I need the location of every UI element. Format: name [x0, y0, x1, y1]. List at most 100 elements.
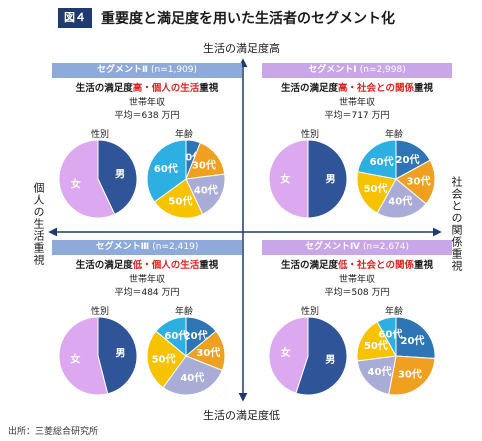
segment-name: セグメントⅠ	[308, 65, 357, 75]
segment-title-bar: セグメントⅠ (n=2,998)	[262, 63, 452, 78]
age-pie-label: 年齢	[174, 130, 193, 140]
axis-right-label: 社会との関係重視	[450, 176, 463, 272]
income-label: 世帯年収	[338, 275, 375, 285]
age-slice-4	[146, 139, 187, 203]
age-slice-1	[395, 159, 436, 205]
focus-suffix: 重視	[199, 260, 219, 271]
age-slice-4	[357, 139, 397, 180]
age-slice-label-2: 40代	[194, 183, 218, 196]
segment-quadrant: セグメントⅠ (n=2,998) 生活の満足度高・社会との関係重視世帯年収平均＝7…	[262, 63, 452, 241]
income-average: 平均＝638 万円	[114, 111, 180, 121]
segment-sample-size: (n=1,909)	[151, 65, 198, 75]
age-slice-2	[376, 178, 427, 219]
age-slice-label-0: 20代	[184, 329, 208, 342]
income-label: 世帯年収	[128, 98, 165, 108]
gender-slice-0	[295, 316, 348, 396]
gender-pie-label: 性別	[300, 130, 319, 140]
income-average: 平均＝508 万円	[324, 288, 390, 298]
age-slice-label-3: 50代	[364, 182, 388, 195]
gender-slice-1	[58, 139, 116, 219]
segment-focus-text: 生活の満足度低・社会との関係重視	[262, 257, 452, 271]
focus-highlight: 低・個人の生活	[132, 260, 200, 271]
segment-title-bar: セグメントⅡ (n=1,909)	[52, 63, 242, 78]
gender-slice-1	[268, 139, 309, 219]
focus-suffix: 重視	[413, 260, 433, 271]
age-slice-label-1: 30代	[398, 367, 422, 380]
focus-prefix: 生活の満足度	[75, 83, 133, 94]
focus-suffix: 重視	[199, 83, 219, 94]
age-slice-label-3: 50代	[364, 339, 388, 352]
gender-pie-label: 性別	[90, 130, 109, 140]
age-slice-3	[153, 178, 204, 219]
age-slice-label-1: 30代	[196, 346, 220, 359]
gender-slice-label-0: 男	[325, 354, 335, 366]
age-slice-label-4: 60代	[154, 162, 178, 175]
axis-top-label: 生活の満足度高	[203, 42, 280, 55]
segment-sample-size: (n=2,419)	[152, 242, 199, 252]
segment-sample-size: (n=2,674)	[362, 242, 410, 252]
age-slice-3	[356, 321, 397, 362]
age-slice-1	[185, 142, 226, 180]
gender-slice-1	[268, 316, 309, 394]
age-slice-label-3: 50代	[152, 352, 176, 365]
age-slice-3	[146, 330, 187, 389]
age-slice-3	[356, 171, 397, 214]
gender-slice-0	[307, 139, 348, 219]
age-pie-label: 年齢	[384, 130, 403, 140]
focus-highlight: 高・個人の生活	[132, 83, 200, 94]
focus-prefix: 生活の満足度	[75, 260, 133, 271]
income-average: 平均＝484 万円	[114, 288, 180, 298]
figure-badge: 図４	[58, 8, 92, 28]
axis-left-label: 個人の生活重視	[32, 182, 45, 266]
age-slice-label-4: 60代	[164, 329, 188, 342]
segment-title-bar: セグメントⅢ (n=2,419)	[52, 240, 242, 255]
focus-highlight: 高・社会との関係	[338, 83, 414, 94]
gender-pie: 男女	[268, 139, 348, 219]
gender-slice-0	[97, 139, 138, 215]
age-slice-label-3: 50代	[168, 194, 192, 207]
income-label: 世帯年収	[338, 98, 375, 108]
age-slice-label-1: 30代	[192, 159, 216, 172]
gender-pie: 男女	[58, 139, 138, 219]
age-slice-2	[185, 173, 226, 215]
segment-quadrant: セグメントⅣ (n=2,674) 生活の満足度低・社会との関係重視世帯年収平均＝5…	[262, 240, 452, 418]
focus-suffix: 重視	[413, 83, 433, 94]
segment-focus-text: 生活の満足度高・社会との関係重視	[262, 80, 452, 94]
segment-quadrant: セグメントⅢ (n=2,419) 生活の満足度低・個人の生活重視 世帯年収 平均＝48…	[52, 240, 242, 418]
age-slice-2	[356, 355, 397, 395]
age-slice-4	[376, 316, 397, 357]
gender-pie: 男女	[268, 316, 348, 396]
focus-prefix: 生活の満足度	[281, 83, 339, 94]
gender-pie-label: 性別	[90, 307, 109, 317]
gender-slice-label-1: 女	[281, 346, 291, 359]
gender-slice-label-1: 女	[71, 177, 81, 190]
axis-bottom-label: 生活の満足度低	[203, 409, 280, 422]
age-slice-label-2: 40代	[368, 365, 392, 378]
segment-name: セグメントⅢ	[95, 242, 150, 252]
gender-pie-label: 性別	[300, 307, 319, 317]
income-average: 平均＝717 万円	[324, 111, 390, 121]
age-slice-label-0: 20代	[401, 334, 425, 347]
segment-title-bar: セグメントⅣ (n=2,674)	[262, 240, 452, 255]
age-slice-label-2: 40代	[180, 371, 204, 384]
gender-slice-0	[97, 316, 138, 395]
figure-title: 重要度と満足度を用いた生活者のセグメント化	[101, 11, 395, 27]
gender-slice-1	[58, 316, 109, 396]
gender-slice-label-1: 女	[71, 352, 81, 365]
age-slice-0	[395, 316, 436, 359]
age-pie-label: 年齢	[174, 307, 193, 317]
age-pie: 20代 30代 40代 50代 60代	[146, 316, 226, 396]
age-slice-label-2: 40代	[388, 195, 412, 208]
gender-slice-label-0: 男	[115, 348, 125, 360]
segment-sample-size: (n=2,998)	[359, 65, 406, 75]
age-slice-0	[395, 139, 431, 180]
figure-header: 図４ 重要度と満足度を用いた生活者のセグメント化	[58, 8, 395, 28]
focus-highlight: 低・社会との関係	[338, 260, 414, 271]
age-slice-label-1: 30代	[407, 175, 431, 188]
gender-slice-label-0: 男	[326, 174, 336, 186]
age-slice-label-4: 60代	[378, 328, 402, 341]
